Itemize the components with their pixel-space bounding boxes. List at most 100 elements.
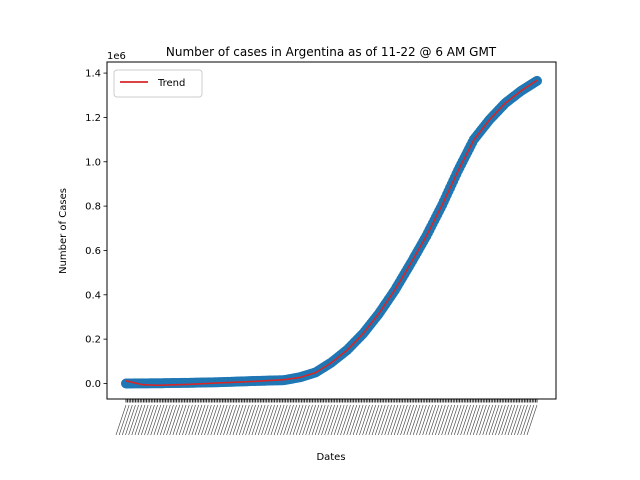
chart-title: Number of cases in Argentina as of 11-22… <box>166 45 497 59</box>
x-tick-label <box>324 404 335 436</box>
x-tick-label <box>122 404 133 436</box>
plot-area <box>121 75 542 389</box>
x-tick-label <box>514 404 525 436</box>
x-tick-label <box>397 404 408 436</box>
x-tick-label <box>166 404 177 436</box>
x-tick-label <box>368 404 380 436</box>
x-tick-label <box>520 404 531 436</box>
x-tick-label <box>305 404 316 436</box>
x-tick-label <box>115 404 127 436</box>
x-tick-label <box>235 404 247 436</box>
x-tick-label <box>355 404 367 436</box>
x-tick-label <box>163 404 174 436</box>
x-tick-label <box>406 404 418 436</box>
x-tick-label <box>147 404 158 436</box>
x-axis-label: Dates <box>316 452 345 463</box>
x-tick-label <box>134 404 146 436</box>
x-tick-label <box>327 404 339 436</box>
x-tick-label <box>422 404 433 436</box>
x-tick-label <box>159 404 171 436</box>
y-tick-label: 1.2 <box>85 113 101 124</box>
y-axis-label: Number of Cases <box>58 188 69 274</box>
x-tick-label <box>466 404 478 436</box>
x-tick-label <box>390 404 402 436</box>
y-tick-label: 1.0 <box>85 157 101 168</box>
x-tick-label <box>450 404 462 436</box>
x-tick-label <box>226 404 237 436</box>
x-tick-label <box>280 404 291 436</box>
x-tick-label <box>435 404 446 436</box>
legend-box <box>113 69 203 98</box>
x-tick-label <box>412 404 424 436</box>
x-tick-label <box>362 404 373 436</box>
x-tick-label <box>273 404 285 436</box>
x-tick-label <box>191 404 203 436</box>
x-tick-label <box>463 404 475 436</box>
x-tick-label <box>128 404 139 436</box>
x-tick-label <box>384 404 396 436</box>
x-tick-label <box>229 404 241 436</box>
x-tick-label <box>469 404 481 436</box>
x-tick-label <box>526 404 538 436</box>
x-tick-label <box>257 404 269 436</box>
x-tick-label <box>479 404 490 436</box>
x-tick-label <box>365 404 377 436</box>
x-tick-label <box>223 404 234 436</box>
x-tick-label <box>393 404 405 436</box>
x-tick-label <box>438 404 449 436</box>
x-tick-label <box>248 404 260 436</box>
x-tick-label <box>216 404 228 436</box>
x-tick-label <box>261 404 272 436</box>
x-tick-label <box>276 404 288 436</box>
legend-trend-label: Trend <box>157 78 185 89</box>
x-tick-label <box>308 404 320 436</box>
x-tick-label <box>178 404 190 436</box>
x-tick-label <box>444 404 456 436</box>
x-tick-label <box>207 404 218 436</box>
y-tick-label: 1.4 <box>85 69 101 80</box>
y-tick-label: 0.4 <box>85 290 101 301</box>
x-tick-label <box>213 404 225 436</box>
y-axis: 0.0 0.2 0.4 0.6 0.8 1.0 1.2 1.4 <box>85 69 107 390</box>
x-tick-label <box>349 404 361 436</box>
x-tick-label <box>403 404 414 436</box>
x-tick-label <box>371 404 383 436</box>
x-tick-label <box>251 404 263 436</box>
y-tick-label: 0.6 <box>85 246 101 257</box>
x-tick-label <box>378 404 389 436</box>
y-offset-label: 1e6 <box>107 51 126 62</box>
x-tick-label <box>337 404 348 436</box>
x-tick-label <box>425 404 437 436</box>
x-tick-label <box>488 404 500 436</box>
x-tick-label <box>428 404 440 436</box>
x-tick-label <box>352 404 364 436</box>
x-tick-label <box>400 404 411 436</box>
x-tick-label <box>153 404 165 436</box>
x-tick-label <box>318 404 329 436</box>
y-tick-label: 0.2 <box>85 335 101 346</box>
x-tick-label <box>295 404 307 436</box>
x-axis <box>115 399 538 436</box>
x-tick-label <box>523 404 535 436</box>
x-tick-label <box>299 404 310 436</box>
x-tick-label <box>286 404 298 436</box>
x-tick-label <box>419 404 430 436</box>
x-tick-label <box>185 404 196 436</box>
x-tick-label <box>453 404 465 436</box>
x-tick-label <box>374 404 386 436</box>
x-tick-label <box>141 404 152 436</box>
x-tick-label <box>242 404 253 436</box>
x-tick-label <box>270 404 282 436</box>
x-tick-label <box>491 404 503 436</box>
x-tick-label <box>346 404 358 436</box>
x-tick-label <box>245 404 256 436</box>
y-tick-label: 0.8 <box>85 202 101 213</box>
x-tick-label <box>232 404 244 436</box>
x-tick-label <box>501 404 512 436</box>
x-tick-label <box>476 404 487 436</box>
x-tick-label <box>359 404 370 436</box>
x-tick-label <box>283 404 294 436</box>
x-tick-label <box>188 404 199 436</box>
x-tick-label <box>210 404 222 436</box>
